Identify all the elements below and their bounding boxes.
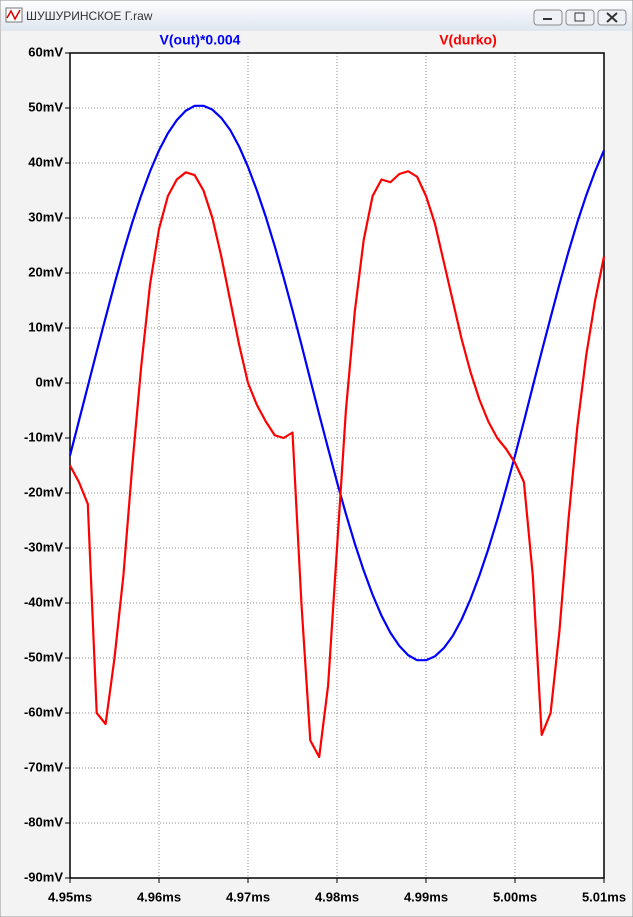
y-tick-label: 20mV bbox=[28, 264, 63, 279]
window-title: ШУШУРИНСКОЕ Г.raw bbox=[26, 9, 153, 23]
y-tick-label: 60mV bbox=[28, 44, 63, 59]
legend-entry: V(durko) bbox=[439, 32, 497, 48]
title-bar bbox=[1, 1, 632, 31]
y-tick-label: -30mV bbox=[24, 539, 63, 554]
x-tick-label: 4.98ms bbox=[315, 889, 359, 904]
x-tick-label: 4.96ms bbox=[137, 889, 181, 904]
y-tick-label: -70mV bbox=[24, 759, 63, 774]
y-tick-label: -90mV bbox=[24, 869, 63, 884]
series-line bbox=[68, 104, 606, 662]
x-tick-label: 5.01ms bbox=[582, 889, 626, 904]
app-icon bbox=[5, 7, 23, 23]
close-button[interactable] bbox=[597, 9, 627, 26]
y-tick-label: 50mV bbox=[28, 99, 63, 114]
y-tick-label: 10mV bbox=[28, 319, 63, 334]
legend-entry: V(out)*0.004 bbox=[160, 32, 241, 48]
minimize-button[interactable] bbox=[533, 9, 563, 26]
x-tick-label: 4.97ms bbox=[226, 889, 270, 904]
y-tick-label: -40mV bbox=[24, 594, 63, 609]
y-tick-label: 40mV bbox=[28, 154, 63, 169]
y-tick-label: -20mV bbox=[24, 484, 63, 499]
x-tick-label: 5.00ms bbox=[493, 889, 537, 904]
x-tick-label: 4.99ms bbox=[404, 889, 448, 904]
restore-button[interactable] bbox=[565, 9, 595, 26]
y-tick-label: -80mV bbox=[24, 814, 63, 829]
y-tick-label: -50mV bbox=[24, 649, 63, 664]
y-tick-label: 30mV bbox=[28, 209, 63, 224]
y-tick-label: -60mV bbox=[24, 704, 63, 719]
y-tick-label: 0mV bbox=[36, 374, 64, 389]
y-tick-label: -10mV bbox=[24, 429, 63, 444]
series-line bbox=[69, 170, 606, 759]
x-tick-label: 4.95ms bbox=[48, 889, 92, 904]
